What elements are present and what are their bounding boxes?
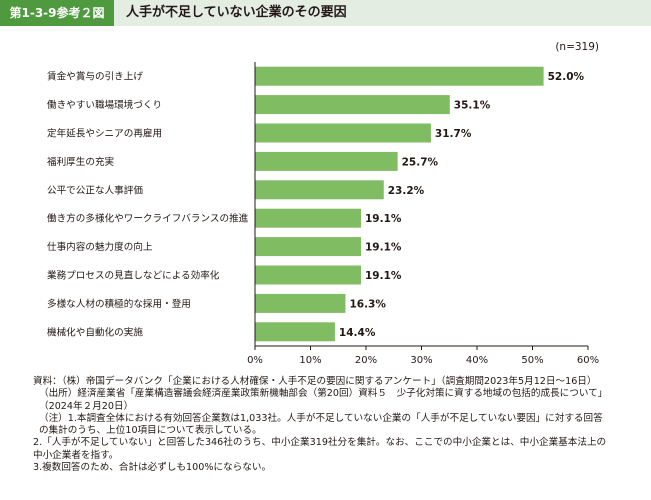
bar <box>255 180 384 200</box>
bar <box>255 293 346 313</box>
bar <box>255 208 362 228</box>
note-1: （注）1.本調査全体における有効回答企業数は1,033社。人手が不足していない企… <box>39 412 603 437</box>
bar <box>255 66 544 86</box>
value-label: 31.7% <box>435 128 472 140</box>
category-label: 働きやすい職場環境づくり <box>47 99 162 111</box>
value-label: 16.3% <box>349 298 386 310</box>
note-origin: （出所）経済産業省「産業構造審議会経済産業政策新機軸部会（第20回）資料５ 少子… <box>39 388 608 412</box>
bar <box>255 123 431 143</box>
category-label: 福利厚生の充実 <box>47 156 115 168</box>
bar <box>255 95 450 115</box>
x-tick-label: 0% <box>247 355 263 366</box>
value-label: 35.1% <box>454 100 491 112</box>
category-label: 業務プロセスの見直しなどによる効率化 <box>47 270 220 282</box>
bar <box>255 322 335 342</box>
x-tick-label: 40% <box>466 355 488 366</box>
category-label: 定年延長やシニアの再雇用 <box>47 128 162 140</box>
note-2: 2.「人手が不足していない」と回答した346社のうち、中小企業319社分を集計。… <box>33 437 607 461</box>
value-label: 52.0% <box>548 71 585 83</box>
note-3: 3.複数回答のため、合計は必ずしも100%にならない。 <box>33 462 272 474</box>
bar <box>255 237 362 257</box>
category-label: 働き方の多様化やワークライフバランスの推進 <box>47 213 249 225</box>
bar-chart: (n=319) 賃金や賞与の引き上げ 52.0% 働きやすい職場環境づくり 35.1% 定… <box>47 41 599 366</box>
category-label: 多様な人材の積極的な採用・登用 <box>47 298 191 310</box>
source-notes: 資料：（株）帝国データバンク「企業における人材確保・人手不足の要因に関するアンケ… <box>33 376 611 474</box>
x-tick-label: 30% <box>410 355 432 366</box>
bar <box>255 265 362 285</box>
figure-number: 第1-3-9参考２図 <box>0 0 114 26</box>
figure-title: 人手が不足していない企業のその要因 <box>126 5 347 20</box>
sample-size-label: (n=319) <box>555 41 599 53</box>
value-label: 23.2% <box>388 185 425 197</box>
x-tick-label: 20% <box>355 355 377 366</box>
figure-header: 第1-3-9参考２図 人手が不足していない企業のその要因 <box>0 0 651 26</box>
x-tick-label: 10% <box>299 355 321 366</box>
category-label: 公平で公正な人事評価 <box>47 184 143 196</box>
value-label: 19.1% <box>365 270 402 282</box>
value-label: 19.1% <box>365 213 402 225</box>
category-label: 仕事内容の魅力度の向上 <box>47 241 153 253</box>
category-label: 賃金や賞与の引き上げ <box>47 71 143 83</box>
category-label: 機械化や自動化の実施 <box>47 326 143 338</box>
note-source: 資料：（株）帝国データバンク「企業における人材確保・人手不足の要因に関するアンケ… <box>33 376 597 387</box>
bar <box>255 151 398 171</box>
value-label: 19.1% <box>365 242 402 254</box>
value-label: 14.4% <box>339 327 376 339</box>
x-tick-label: 50% <box>521 355 543 366</box>
x-tick-label: 60% <box>577 355 599 366</box>
value-label: 25.7% <box>402 156 439 168</box>
